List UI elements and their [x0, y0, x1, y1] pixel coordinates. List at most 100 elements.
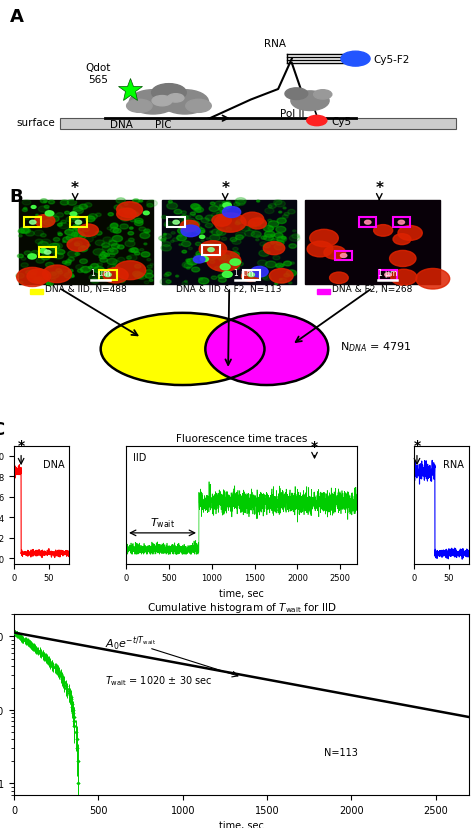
Circle shape: [390, 251, 416, 267]
Circle shape: [68, 252, 78, 258]
Text: $T_{\rm wait}$: $T_{\rm wait}$: [150, 515, 175, 529]
Circle shape: [97, 263, 102, 267]
Circle shape: [63, 238, 72, 243]
Circle shape: [291, 262, 294, 265]
Circle shape: [192, 205, 201, 211]
Circle shape: [393, 234, 411, 245]
Bar: [202, 246, 219, 255]
Circle shape: [176, 276, 179, 277]
Circle shape: [182, 282, 188, 286]
Circle shape: [115, 262, 146, 281]
Circle shape: [163, 234, 172, 239]
Circle shape: [241, 276, 252, 282]
Circle shape: [146, 200, 157, 207]
Circle shape: [33, 278, 41, 283]
Bar: [317, 290, 329, 295]
Circle shape: [201, 240, 204, 242]
Circle shape: [40, 240, 51, 246]
Circle shape: [95, 241, 104, 246]
Text: DNA & IID & F2, N=113: DNA & IID & F2, N=113: [176, 284, 282, 293]
Circle shape: [149, 280, 153, 282]
Circle shape: [38, 207, 49, 213]
Circle shape: [137, 274, 146, 280]
Circle shape: [247, 273, 257, 279]
Circle shape: [72, 233, 78, 237]
Circle shape: [139, 200, 143, 203]
Circle shape: [27, 273, 36, 278]
Circle shape: [109, 254, 115, 258]
Circle shape: [268, 238, 274, 242]
Circle shape: [110, 250, 114, 253]
Circle shape: [117, 203, 143, 219]
Circle shape: [35, 215, 55, 228]
Circle shape: [283, 262, 292, 267]
Circle shape: [129, 228, 133, 230]
Circle shape: [99, 273, 107, 278]
Circle shape: [291, 92, 329, 111]
Bar: [60, 119, 456, 129]
Text: *: *: [413, 438, 420, 452]
Text: IID: IID: [133, 452, 146, 462]
Circle shape: [147, 266, 152, 269]
Circle shape: [128, 238, 134, 243]
Circle shape: [219, 216, 226, 221]
Circle shape: [31, 251, 39, 256]
Circle shape: [186, 260, 190, 262]
Text: 1 μm: 1 μm: [91, 269, 110, 277]
Circle shape: [181, 228, 191, 233]
Circle shape: [179, 216, 189, 222]
Circle shape: [374, 225, 392, 237]
Circle shape: [179, 244, 182, 246]
Circle shape: [164, 222, 173, 228]
Circle shape: [82, 235, 85, 237]
Circle shape: [18, 235, 22, 238]
Circle shape: [207, 252, 241, 272]
Bar: [305, 201, 440, 284]
Circle shape: [108, 214, 113, 217]
Circle shape: [96, 214, 101, 217]
Circle shape: [160, 279, 170, 286]
Circle shape: [57, 250, 65, 255]
Circle shape: [258, 224, 265, 227]
Circle shape: [111, 244, 119, 249]
Circle shape: [46, 263, 54, 268]
Circle shape: [48, 272, 59, 279]
Circle shape: [88, 267, 92, 269]
Circle shape: [73, 225, 78, 229]
Circle shape: [60, 200, 69, 206]
Circle shape: [219, 209, 224, 212]
Circle shape: [123, 209, 133, 214]
Circle shape: [135, 221, 143, 226]
Circle shape: [146, 232, 149, 233]
Circle shape: [130, 248, 137, 253]
Circle shape: [120, 224, 128, 229]
Circle shape: [248, 219, 266, 229]
Circle shape: [130, 212, 139, 218]
Circle shape: [215, 252, 219, 254]
Circle shape: [113, 229, 121, 234]
Circle shape: [280, 265, 284, 267]
Circle shape: [35, 223, 37, 224]
Circle shape: [205, 215, 215, 221]
Circle shape: [74, 227, 81, 231]
Circle shape: [144, 243, 147, 246]
Bar: [379, 271, 397, 280]
Circle shape: [130, 219, 136, 223]
Circle shape: [254, 223, 261, 228]
Circle shape: [21, 229, 30, 234]
Circle shape: [161, 245, 172, 252]
Circle shape: [233, 248, 238, 252]
Circle shape: [214, 267, 220, 271]
Circle shape: [105, 273, 111, 277]
Circle shape: [210, 235, 220, 242]
Text: N=113: N=113: [324, 747, 357, 758]
Circle shape: [198, 233, 202, 236]
Circle shape: [114, 205, 122, 210]
Circle shape: [219, 258, 229, 264]
Circle shape: [128, 232, 134, 236]
Circle shape: [216, 250, 219, 253]
Circle shape: [201, 219, 209, 224]
Circle shape: [200, 250, 204, 253]
Circle shape: [275, 283, 278, 285]
Circle shape: [103, 268, 128, 284]
